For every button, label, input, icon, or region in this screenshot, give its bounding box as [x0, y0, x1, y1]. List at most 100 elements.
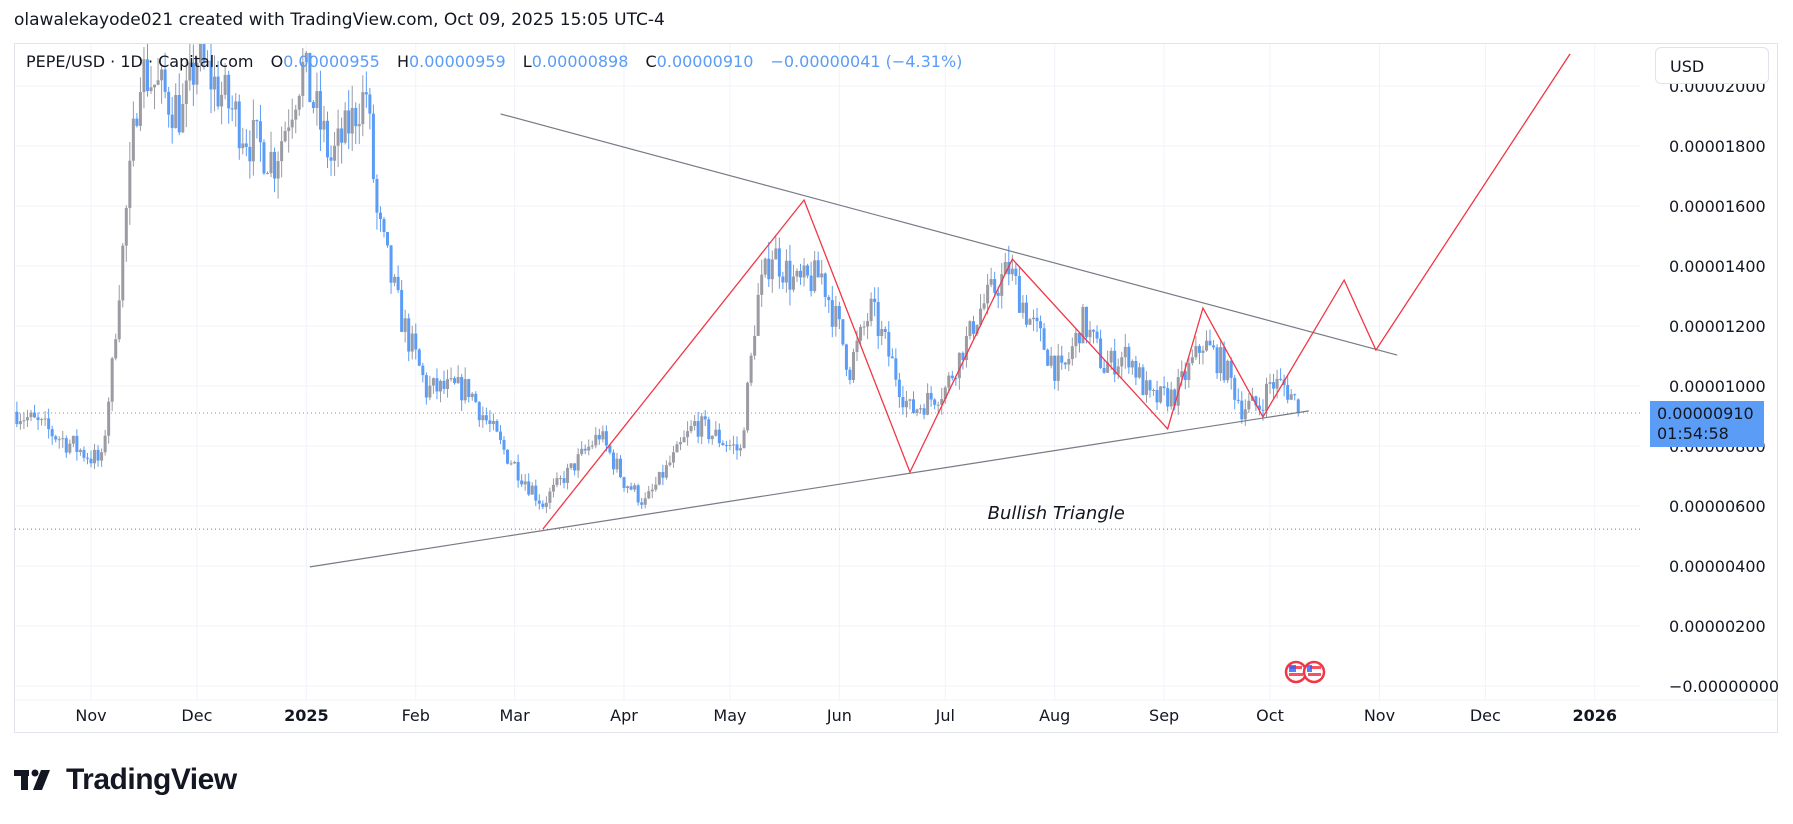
candle-body: [721, 443, 725, 446]
candle-body: [329, 157, 333, 161]
candle-body: [417, 349, 421, 366]
candle-body: [47, 418, 51, 430]
candle-body: [498, 431, 502, 440]
candle-body: [506, 449, 510, 464]
candle-body: [520, 480, 524, 485]
candle-body: [410, 333, 414, 352]
time-axis[interactable]: Nov Dec 2025 Feb Mar Apr May Jun Jul Aug Sep Oct Nov…: [75, 706, 1617, 725]
candle-body: [117, 300, 121, 340]
time-tick-label: Jul: [935, 706, 955, 725]
tradingview-logo[interactable]: TradingView: [14, 763, 237, 797]
candle-body: [160, 69, 164, 81]
candle-body: [431, 378, 435, 386]
candle-body: [1092, 329, 1096, 332]
candle-body: [862, 326, 866, 328]
candle-body: [174, 95, 178, 128]
candle-body: [1201, 350, 1205, 353]
candle-body: [1286, 385, 1290, 400]
candle-body: [103, 435, 107, 453]
candle-body: [668, 462, 672, 466]
candle-body: [1166, 388, 1170, 407]
candle-body: [855, 340, 859, 352]
candle-body: [1088, 329, 1092, 338]
candle-body: [460, 377, 464, 401]
candle-body: [936, 404, 940, 406]
candle-body: [580, 448, 584, 455]
candle-body: [326, 120, 330, 158]
candle-body: [1141, 367, 1145, 395]
time-tick-label: Dec: [181, 706, 212, 725]
candle-body: [438, 380, 442, 392]
candle-body: [223, 74, 227, 95]
candle-body: [795, 270, 799, 277]
bullish-triangle-label[interactable]: Bullish Triangle: [988, 503, 1125, 524]
candle-body: [1169, 389, 1173, 407]
currency-button[interactable]: USD: [1655, 47, 1769, 84]
candle-body: [1007, 262, 1011, 275]
candle-body: [664, 465, 668, 478]
candle-body: [255, 120, 259, 122]
candle-body: [957, 352, 961, 379]
candle-body: [64, 438, 68, 453]
candle-body: [717, 429, 721, 444]
candle-body: [361, 92, 365, 125]
time-tick-label: 2025: [284, 706, 329, 725]
candle-body: [82, 449, 86, 458]
candle-body: [1275, 378, 1279, 389]
candle-body: [1123, 346, 1127, 358]
economic-events-us-flags-icon[interactable]: [1284, 660, 1326, 684]
upper-trendline[interactable]: [500, 113, 1398, 356]
candle-body: [873, 298, 877, 302]
candle-body: [297, 95, 301, 110]
candle-body: [378, 212, 382, 220]
candle-body: [1109, 350, 1113, 363]
symbol-info[interactable]: PEPE/USD · 1D · Capital.com: [26, 52, 254, 71]
last-price-label: 0.00000910 01:54:58: [1650, 401, 1764, 447]
candle-body: [1159, 386, 1163, 403]
open-label: O: [270, 52, 284, 71]
price-axis[interactable]: −0.00000000 0.00000200 0.00000400 0.0000060…: [1669, 77, 1779, 696]
candle-body: [1046, 349, 1050, 366]
zigzag-projection[interactable]: [542, 53, 1571, 530]
candle-body: [375, 179, 379, 213]
candle-body: [636, 485, 640, 503]
candle-body: [802, 265, 806, 278]
candle-body: [746, 382, 750, 431]
candle-body: [33, 412, 37, 418]
candle-body: [689, 425, 693, 432]
candle-body: [1049, 355, 1053, 366]
lower-trendline[interactable]: [309, 410, 1309, 568]
candle-body: [576, 454, 580, 471]
price-tick-label: 0.00001200: [1669, 317, 1766, 336]
candle-body: [78, 449, 82, 452]
candle-body: [887, 331, 891, 357]
candle-body: [128, 160, 132, 208]
candle-body: [280, 141, 284, 162]
candle-body: [177, 95, 181, 133]
candle-body: [813, 260, 817, 292]
candle-body: [262, 142, 266, 174]
candle-body: [583, 448, 587, 451]
candle-body: [93, 449, 97, 464]
candle-body: [1070, 346, 1074, 360]
candle-body: [350, 107, 354, 134]
time-tick-label: Dec: [1470, 706, 1501, 725]
candle-body: [880, 329, 884, 337]
candle-body: [954, 378, 958, 380]
candle-body: [75, 435, 79, 452]
candle-body: [866, 321, 870, 327]
candle-body: [915, 409, 919, 413]
candle-body: [707, 419, 711, 440]
candle-body: [57, 439, 61, 441]
time-tick-label: Mar: [500, 706, 531, 725]
candle-body: [1081, 306, 1085, 344]
candle-body: [403, 318, 407, 332]
candle-body: [357, 124, 361, 127]
candle-body: [756, 294, 760, 336]
candle-body: [671, 452, 675, 463]
candle-body: [135, 118, 139, 126]
candle-body: [184, 80, 188, 105]
candle-body: [548, 491, 552, 503]
last-price-value: 0.00000910: [1657, 404, 1754, 423]
